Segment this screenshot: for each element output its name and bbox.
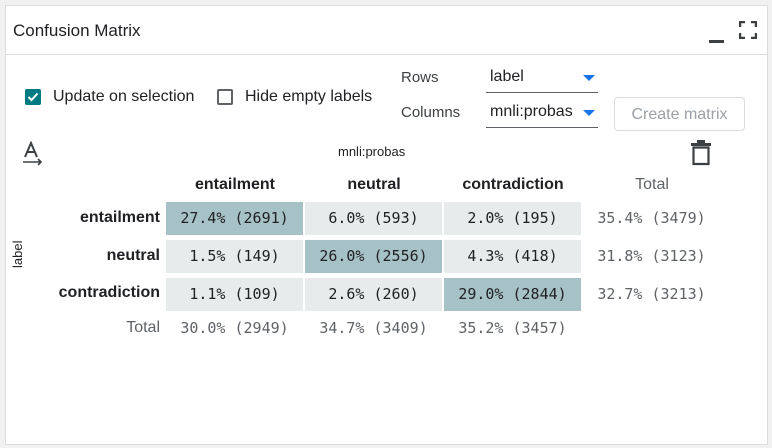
update-on-selection-checkbox[interactable] [25,89,41,105]
matrix-cell[interactable]: 29.0% (2844) [444,278,581,311]
trash-icon[interactable] [690,140,712,166]
checkmark-icon [27,92,39,102]
row-header[interactable]: entailment [79,209,160,226]
column-total-cell: 35.2% (3457) [458,319,567,337]
matrix-cell[interactable]: 2.0% (195) [444,202,581,235]
columns-select[interactable]: mnli:probas [486,98,598,128]
column-total-cell: 34.7% (3409) [319,319,428,337]
row-total-cell: 32.7% (3213) [597,285,706,303]
matrix-cell[interactable]: 1.1% (109) [166,278,303,311]
update-on-selection-label[interactable]: Update on selection [53,88,195,105]
row-header[interactable]: neutral [106,247,160,264]
column-header[interactable]: entailment [194,176,275,193]
hide-empty-labels-label[interactable]: Hide empty labels [245,88,373,105]
dropdown-arrow-icon [583,110,595,116]
fullscreen-icon[interactable] [739,21,757,39]
matrix-cell[interactable]: 4.3% (418) [444,240,581,273]
columns-select-value: mnli:probas [490,103,573,120]
matrix-cell[interactable]: 6.0% (593) [305,202,442,235]
matrix-cell[interactable]: 27.4% (2691) [166,202,303,235]
row-total-cell: 35.4% (3479) [597,209,706,227]
rows-select-value: label [490,68,524,85]
column-header[interactable]: neutral [347,176,401,193]
matrix-cell[interactable]: 1.5% (149) [166,240,303,273]
panel-title: Confusion Matrix [13,21,141,40]
create-matrix-button[interactable]: Create matrix [614,97,745,131]
confusion-matrix-panel: Confusion Matrix Update on selection Hid… [5,5,768,445]
matrix-cell[interactable]: 2.6% (260) [305,278,442,311]
row-header[interactable]: contradiction [58,284,160,301]
column-header[interactable]: contradiction [462,176,564,193]
column-total-cell: 30.0% (2949) [180,319,289,337]
text-format-icon[interactable] [21,140,45,166]
column-axis-title: mnli:probas [338,144,406,159]
dropdown-arrow-icon [583,75,595,81]
minimize-icon[interactable] [709,40,724,43]
panel-titlebar: Confusion Matrix [6,6,767,55]
matrix-cell[interactable]: 26.0% (2556) [305,240,442,273]
row-header-total: Total [126,319,160,336]
rows-label: Rows [401,69,439,86]
rows-select[interactable]: label [486,63,598,93]
column-header-total: Total [635,176,669,193]
row-total-cell: 31.8% (3123) [597,247,706,265]
columns-label: Columns [401,104,461,121]
hide-empty-labels-checkbox[interactable] [217,89,233,105]
